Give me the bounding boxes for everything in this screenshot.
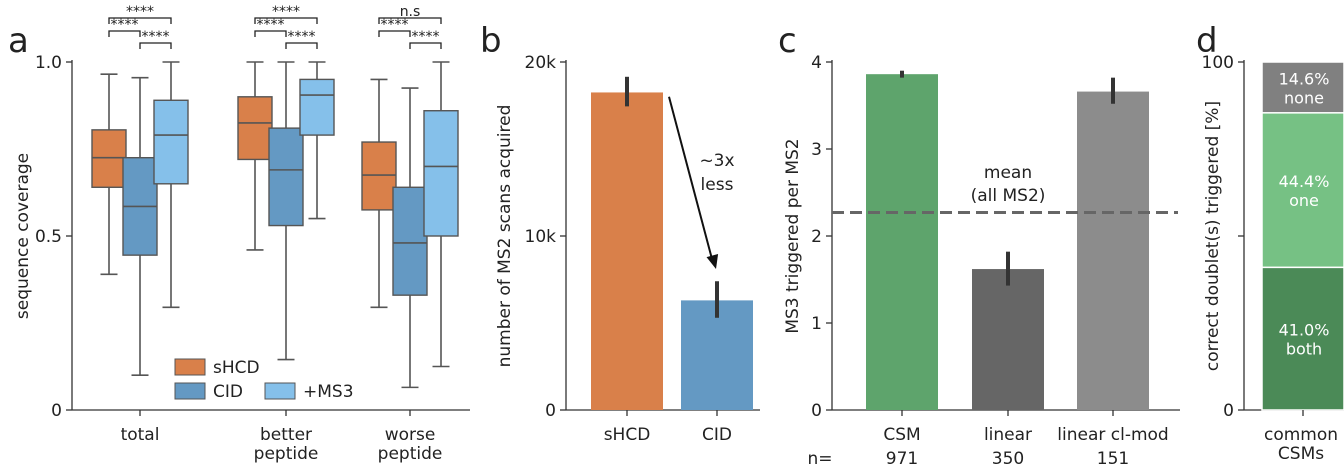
legend-swatch	[264, 382, 296, 400]
segment-percent: 41.0%	[1279, 321, 1330, 340]
n-value: 350	[992, 449, 1024, 467]
a-y-tick-label: 0.5	[35, 227, 62, 247]
annotation-text: less	[701, 175, 734, 195]
box-plus-ms3	[299, 78, 335, 136]
b-y-tick-label: 10k	[525, 227, 557, 247]
c-y-tick-label: 4	[811, 53, 822, 73]
panel-b-bar-chart: b number of MS2 scans acquired 0 10k 20k sHCD…	[480, 21, 760, 445]
segment-one	[1261, 112, 1344, 269]
b-y-tick-label: 0	[545, 401, 556, 421]
x-tick-label: linear cl-mod	[1057, 425, 1168, 445]
panel-letter-b: b	[480, 21, 502, 61]
significance-label: ****	[126, 4, 154, 20]
a-y-tick-label: 0	[51, 401, 62, 421]
significance-bracket	[139, 42, 172, 49]
x-tick-label: CSMs	[1278, 444, 1324, 464]
bar-cid	[681, 300, 753, 410]
y-axis-label: MS3 triggered per MS2	[783, 138, 803, 333]
a-y-tick-label: 1.0	[35, 53, 62, 73]
x-tick-label: linear	[984, 425, 1032, 445]
n-value: 971	[886, 449, 918, 467]
panel-c-bar-chart: c MS3 triggered per MS2 0 1 2 3 4 CSM 971 linear 3…	[778, 21, 1180, 467]
b-y-tick-label: 20k	[525, 53, 557, 73]
significance-bracket	[254, 17, 318, 24]
bar-linear-cl-mod	[1077, 91, 1149, 410]
legend-swatch	[174, 382, 206, 400]
x-tick-label: peptide	[378, 444, 443, 464]
segment-percent: 14.6%	[1279, 69, 1330, 88]
significance-bracket	[285, 42, 318, 49]
x-tick-label: total	[121, 425, 160, 445]
legend-swatch	[174, 358, 206, 376]
segment-none	[1261, 61, 1344, 114]
n-value: 151	[1097, 449, 1129, 467]
x-tick-label: CSM	[883, 425, 920, 445]
significance-bracket	[378, 30, 411, 37]
annotation-text: ~3x	[699, 151, 734, 171]
significance-bracket	[254, 30, 287, 37]
segment-name: none	[1284, 88, 1324, 107]
arrow-head	[706, 253, 719, 270]
reduction-arrow	[668, 96, 713, 260]
x-tick-label: better	[260, 425, 312, 445]
box-cid	[392, 186, 428, 296]
significance-bracket	[378, 17, 442, 24]
significance-label: n.s	[400, 4, 421, 20]
n-prefix: n=	[807, 449, 832, 467]
c-y-tick-label: 0	[811, 401, 822, 421]
x-tick-label: common	[1264, 425, 1338, 445]
bar-linear	[972, 269, 1044, 410]
significance-label: ****	[381, 17, 409, 33]
box-plus-ms3	[153, 99, 189, 185]
c-y-tick-label: 3	[811, 140, 822, 160]
x-tick-label: sHCD	[604, 425, 651, 445]
segment-name: one	[1289, 191, 1319, 210]
significance-label: ****	[272, 4, 300, 20]
box-shcd	[361, 141, 397, 211]
significance-label: ****	[412, 29, 440, 45]
y-axis-label: correct doublet(s) triggered [%]	[1203, 101, 1223, 371]
panel-letter-d: d	[1196, 21, 1218, 61]
x-tick-label: CID	[702, 425, 732, 445]
y-axis-label: sequence coverage	[13, 153, 33, 319]
segment-percent: 44.4%	[1279, 172, 1330, 191]
d-y-tick-label: 0	[1223, 401, 1234, 421]
legend-label: +MS3	[303, 382, 354, 402]
box-shcd	[237, 96, 273, 161]
significance-label: ****	[288, 29, 316, 45]
bar-csm	[866, 74, 938, 411]
y-axis-label: number of MS2 scans acquired	[495, 105, 515, 368]
x-tick-label: peptide	[254, 444, 319, 464]
mean-label: mean	[984, 163, 1032, 183]
d-y-tick-label: 100	[1202, 53, 1234, 73]
legend-label: CID	[213, 382, 243, 402]
significance-bracket	[409, 42, 442, 49]
significance-bracket	[108, 17, 172, 24]
box-shcd	[91, 129, 127, 188]
significance-label: ****	[257, 17, 285, 33]
segment-name: both	[1286, 340, 1322, 359]
c-y-tick-label: 1	[811, 314, 822, 334]
c-y-tick-label: 2	[811, 227, 822, 247]
legend-label: sHCD	[213, 358, 260, 378]
significance-bracket	[108, 30, 141, 37]
x-tick-label: worse	[385, 425, 436, 445]
panel-d-stacked-bar: d correct doublet(s) triggered [%] 0 100 41.…	[1196, 21, 1344, 464]
box-cid	[268, 127, 304, 227]
panel-letter-a: a	[8, 21, 29, 61]
mean-label: (all MS2)	[971, 186, 1046, 206]
panel-letter-c: c	[778, 21, 797, 61]
significance-label: ****	[142, 29, 170, 45]
box-plus-ms3	[423, 110, 459, 237]
significance-label: ****	[111, 17, 139, 33]
bar-shcd	[591, 92, 663, 410]
